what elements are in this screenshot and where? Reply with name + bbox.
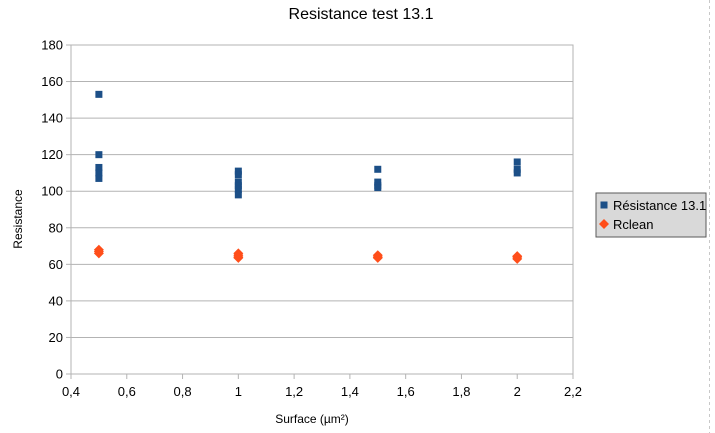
legend-label: Rclean: [613, 217, 653, 232]
y-axis-label: Resistance: [11, 189, 25, 249]
data-point-square: [374, 165, 382, 173]
data-point-square: [95, 163, 103, 171]
y-tick-label: 140: [41, 111, 63, 126]
y-tick-label: 160: [41, 74, 63, 89]
y-tick-label: 0: [56, 367, 63, 382]
data-point-diamond: [512, 253, 523, 264]
data-point-square: [234, 185, 242, 193]
grid-lines: [71, 44, 573, 375]
data-point-square: [234, 191, 242, 199]
x-tick-label: 0,4: [62, 384, 80, 399]
series-1: [95, 90, 521, 199]
data-point-square: [95, 90, 103, 98]
data-point-square: [513, 165, 521, 173]
y-tick-label: 100: [41, 184, 63, 199]
x-tick-label: 1,8: [452, 384, 470, 399]
x-tick-label: 2: [514, 384, 521, 399]
legend-marker: [599, 219, 609, 229]
x-axis-label: Surface (µm²): [275, 412, 349, 426]
y-tick-label: 80: [49, 220, 63, 235]
data-point-square: [234, 171, 242, 179]
data-point-square: [513, 169, 521, 177]
data-points: [93, 90, 523, 264]
y-tick-label: 60: [49, 257, 63, 272]
chart-title: Resistance test 13.1: [289, 6, 434, 23]
data-point-square: [95, 151, 103, 159]
x-tick-label: 0,8: [174, 384, 192, 399]
data-point-square: [374, 184, 382, 192]
page-edge-rule: [709, 0, 710, 433]
data-point-square: [234, 182, 242, 190]
x-tick-label: 0,6: [118, 384, 136, 399]
data-point-diamond: [233, 252, 244, 263]
data-point-square: [234, 178, 242, 186]
legend-box: [595, 192, 707, 238]
legend-marker: [600, 201, 608, 209]
x-tick-label: 2,2: [564, 384, 582, 399]
y-tick-label: 180: [41, 38, 63, 53]
x-tick-label: 1,6: [397, 384, 415, 399]
data-point-square: [374, 178, 382, 186]
x-axis-ticks: 0,4 0,6 0,8 1 1,2 1,4 1,6 1,8 2 2,2: [62, 374, 582, 399]
y-axis-ticks: 0 20 40 60 80 100 120 140 160 180: [41, 38, 71, 382]
data-point-square: [513, 158, 521, 166]
legend: Résistance 13.1 Rclean: [595, 192, 707, 238]
x-tick-label: 1,4: [341, 384, 359, 399]
y-tick-label: 40: [49, 293, 63, 308]
x-tick-label: 1: [235, 384, 242, 399]
data-point-square: [95, 169, 103, 177]
y-tick-label: 20: [49, 330, 63, 345]
plot-area: [70, 44, 574, 375]
data-point-square: [234, 167, 242, 175]
series-2: [93, 244, 523, 264]
legend-label: Résistance 13.1: [613, 198, 706, 213]
x-tick-label: 1,2: [285, 384, 303, 399]
data-point-diamond: [93, 248, 104, 259]
data-point-square: [95, 174, 103, 182]
data-point-diamond: [372, 252, 383, 263]
y-tick-label: 120: [41, 147, 63, 162]
